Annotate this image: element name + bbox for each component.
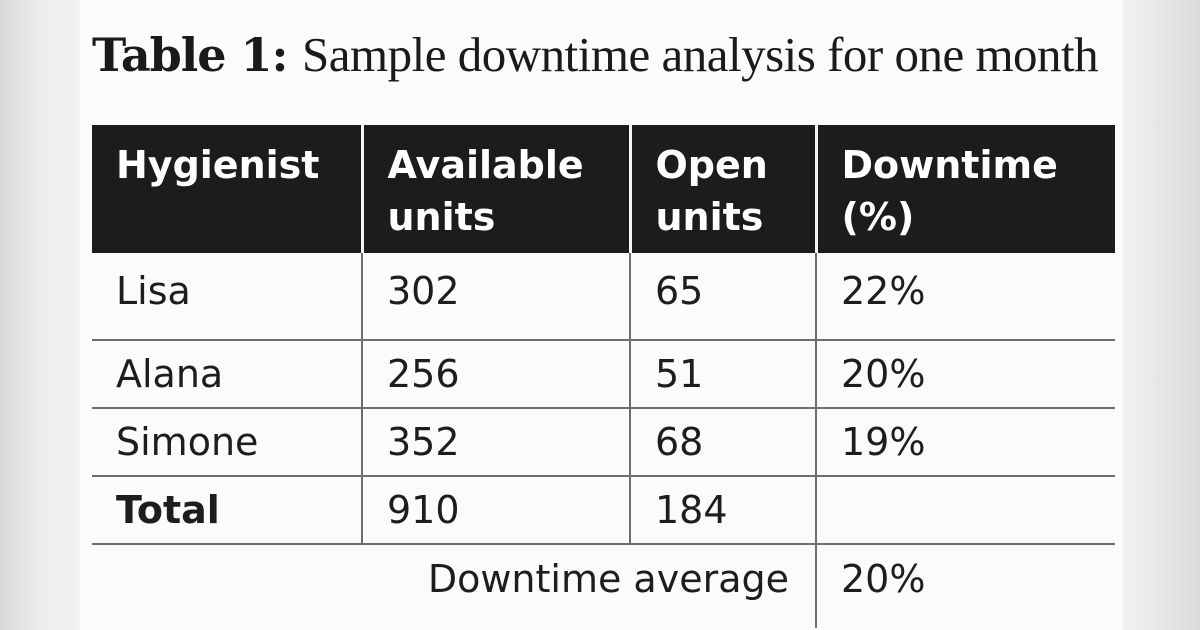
average-row: Downtime average 20% bbox=[92, 544, 1115, 628]
header-downtime-line2: (%) bbox=[841, 195, 915, 239]
header-open-line1: Open bbox=[655, 143, 768, 187]
table-title: Table 1: Sample downtime analysis for on… bbox=[92, 22, 1122, 87]
cell-average-value: 20% bbox=[815, 544, 1115, 628]
cell-available: 302 bbox=[361, 253, 630, 341]
cell-hygienist: Simone bbox=[92, 408, 362, 477]
cell-hygienist: Lisa bbox=[92, 253, 362, 341]
cell-total-downtime bbox=[815, 476, 1115, 545]
table-row: Simone 352 68 19% bbox=[92, 408, 1115, 477]
cell-open: 68 bbox=[629, 408, 816, 477]
cell-total-open: 184 bbox=[629, 476, 816, 545]
cell-average-label: Downtime average bbox=[427, 557, 789, 601]
table-row: Lisa 302 65 22% bbox=[92, 253, 1115, 341]
header-hygienist-line1: Hygienist bbox=[116, 143, 320, 187]
cell-downtime: 22% bbox=[815, 253, 1115, 341]
table-title-tag: Table 1: bbox=[92, 28, 289, 82]
header-hygienist: Hygienist bbox=[92, 125, 362, 253]
table-title-text: Sample downtime analysis for one month bbox=[302, 27, 1099, 82]
total-row: Total 910 184 bbox=[92, 476, 1115, 545]
cell-open: 65 bbox=[629, 253, 816, 341]
header-open-units: Open units bbox=[628, 125, 816, 253]
header-available-line1: Available bbox=[387, 143, 584, 187]
cell-available: 256 bbox=[361, 340, 630, 409]
cell-downtime: 19% bbox=[815, 408, 1115, 477]
cell-total-available: 910 bbox=[361, 476, 630, 545]
header-available-line2: units bbox=[387, 195, 496, 239]
header-downtime-line1: Downtime bbox=[841, 143, 1058, 187]
cell-total-label: Total bbox=[92, 476, 362, 545]
header-downtime: Downtime (%) bbox=[814, 125, 1115, 253]
cell-downtime: 20% bbox=[815, 340, 1115, 409]
cell-available: 352 bbox=[361, 408, 630, 477]
downtime-table: Hygienist Available units Open units Dow… bbox=[92, 125, 1115, 628]
cell-hygienist: Alana bbox=[92, 340, 362, 409]
cell-open: 51 bbox=[629, 340, 816, 409]
header-open-line2: units bbox=[655, 195, 764, 239]
header-row: Hygienist Available units Open units Dow… bbox=[92, 125, 1115, 253]
table-row: Alana 256 51 20% bbox=[92, 340, 1115, 409]
header-available-units: Available units bbox=[360, 125, 630, 253]
